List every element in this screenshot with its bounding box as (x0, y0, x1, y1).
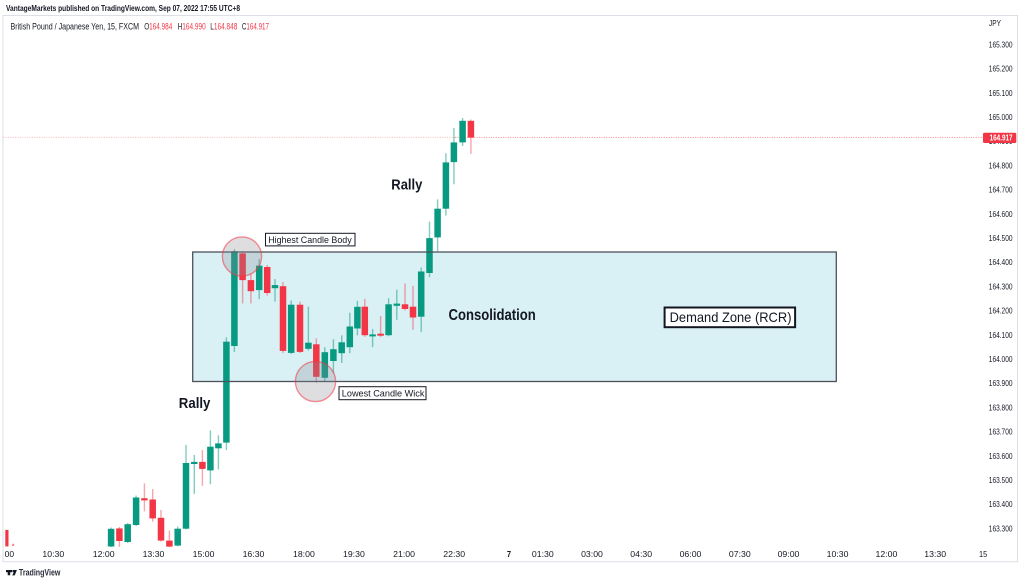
svg-text:Lowest Candle Wick: Lowest Candle Wick (342, 388, 425, 399)
svg-text:164.600: 164.600 (989, 210, 1013, 219)
svg-text:165.000: 165.000 (989, 113, 1013, 122)
svg-text:165.300: 165.300 (989, 40, 1013, 49)
svg-text:04:30: 04:30 (630, 550, 652, 559)
svg-text:13:30: 13:30 (143, 550, 165, 559)
svg-text:163.400: 163.400 (989, 500, 1013, 509)
svg-text:10:30: 10:30 (42, 550, 64, 559)
svg-text:15: 15 (979, 550, 988, 559)
svg-text:07:30: 07:30 (729, 550, 751, 559)
svg-text:165.200: 165.200 (989, 65, 1013, 74)
svg-text:18:00: 18:00 (293, 550, 315, 559)
svg-text:Demand Zone (RCR): Demand Zone (RCR) (670, 309, 792, 325)
svg-text:00: 00 (5, 550, 15, 559)
svg-text:JPY: JPY (989, 19, 1002, 28)
svg-text:L164.848: L164.848 (210, 22, 237, 32)
svg-text:16:30: 16:30 (243, 550, 265, 559)
svg-text:VantageMarkets published on Tr: VantageMarkets published on TradingView.… (6, 3, 240, 13)
svg-text:Rally: Rally (179, 395, 211, 412)
svg-text:H164.990: H164.990 (178, 22, 206, 32)
svg-text:163.300: 163.300 (989, 524, 1013, 533)
svg-text:Highest Candle Body: Highest Candle Body (268, 235, 352, 246)
svg-text:163.500: 163.500 (989, 476, 1013, 485)
svg-text:19:30: 19:30 (343, 550, 365, 559)
svg-text:22:30: 22:30 (443, 550, 465, 559)
svg-text:01:30: 01:30 (532, 550, 554, 559)
svg-text:164.917: 164.917 (990, 133, 1013, 143)
svg-text:British Pound / Japanese Yen,: British Pound / Japanese Yen, 15, FXCM (11, 22, 140, 32)
svg-text:164.300: 164.300 (989, 282, 1013, 291)
svg-text:163.800: 163.800 (989, 403, 1013, 412)
svg-text:164.500: 164.500 (989, 234, 1013, 243)
svg-text:03:00: 03:00 (581, 550, 603, 559)
svg-text:163.700: 163.700 (989, 428, 1013, 437)
svg-text:Rally: Rally (391, 176, 423, 193)
svg-text:12:00: 12:00 (93, 550, 115, 559)
svg-text:163.600: 163.600 (989, 452, 1013, 461)
svg-text:Consolidation: Consolidation (449, 307, 536, 324)
svg-text:10:30: 10:30 (827, 550, 849, 559)
svg-text:O164.984: O164.984 (144, 22, 172, 32)
svg-text:15:00: 15:00 (193, 550, 215, 559)
svg-text:164.700: 164.700 (989, 186, 1013, 195)
svg-text:164.100: 164.100 (989, 331, 1013, 340)
svg-text:164.200: 164.200 (989, 307, 1013, 316)
svg-text:09:00: 09:00 (778, 550, 800, 559)
svg-text:13:30: 13:30 (924, 550, 946, 559)
svg-text:164.800: 164.800 (989, 161, 1013, 170)
svg-text:163.900: 163.900 (989, 379, 1013, 388)
svg-text:21:00: 21:00 (393, 550, 415, 559)
svg-text:C164.917: C164.917 (242, 22, 269, 32)
svg-text:165.100: 165.100 (989, 89, 1013, 98)
svg-text:164.400: 164.400 (989, 258, 1013, 267)
svg-text:7: 7 (507, 550, 512, 559)
svg-text:06:00: 06:00 (680, 550, 702, 559)
svg-text:164.000: 164.000 (989, 355, 1013, 364)
svg-text:12:00: 12:00 (876, 550, 898, 559)
svg-text:TradingView: TradingView (19, 568, 61, 578)
